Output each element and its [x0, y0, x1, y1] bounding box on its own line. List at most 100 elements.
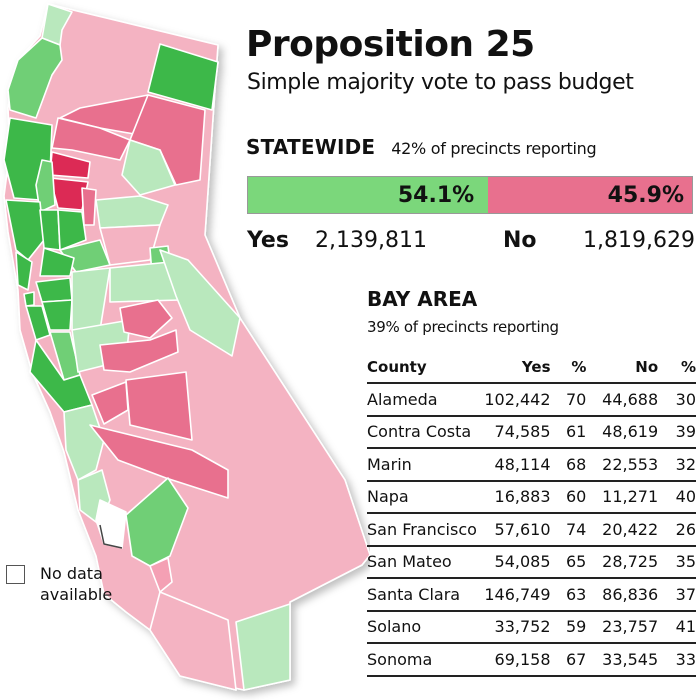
yes-pct-cell: 68 [550, 448, 587, 482]
yes-votes-cell: 33,752 [478, 610, 551, 644]
no-votes-cell: 23,757 [586, 610, 659, 644]
map-legend: No data available [6, 563, 130, 605]
statewide-result-bar: 54.1% 45.9% [247, 176, 693, 214]
yes-pct-cell: 63 [550, 578, 587, 612]
county-plumas [121, 139, 176, 196]
bay-area-reporting: 39% of precincts reporting [367, 318, 559, 336]
yes-pct-cell: 74 [550, 513, 587, 547]
no-label: No [503, 228, 537, 253]
county-sonoma [5, 199, 45, 261]
county-alameda [41, 299, 73, 331]
county-madera [99, 329, 179, 373]
col-yes: Yes [478, 352, 551, 384]
yes-votes-cell: 69,158 [478, 643, 551, 677]
yes-votes-cell: 74,585 [478, 415, 551, 449]
county-cell: Santa Clara [367, 578, 479, 612]
yes-votes-cell: 102,442 [478, 383, 551, 417]
yes-votes-cell: 57,610 [478, 513, 551, 547]
county-humboldt [7, 37, 63, 119]
table-row: Napa 16,883 60 11,271 40 [367, 480, 696, 514]
yes-votes-cell: 146,749 [478, 578, 551, 612]
col-no-pct: % [658, 352, 696, 384]
county-el-dorado [99, 224, 161, 266]
county-cell: Sonoma [367, 643, 479, 677]
yes-pct-cell: 60 [550, 480, 587, 514]
statewide-reporting: 42% of precincts reporting [391, 139, 597, 158]
no-pct-cell: 26 [658, 513, 696, 547]
no-pct-cell: 40 [658, 480, 696, 514]
yes-votes-cell: 54,085 [478, 545, 551, 579]
county-modoc [147, 43, 219, 111]
no-votes-cell: 22,553 [586, 448, 659, 482]
no-votes: 1,819,629 [583, 228, 695, 253]
statewide-totals: Yes 2,139,811 No 1,819,629 [247, 228, 695, 258]
no-votes-cell: 44,688 [586, 383, 659, 417]
no-pct-cell: 37 [658, 578, 696, 612]
table-row: San Mateo 54,085 65 28,725 35 [367, 545, 696, 579]
col-no: No [586, 352, 659, 384]
table-row: Contra Costa 74,585 61 48,619 39 [367, 415, 696, 449]
yes-pct-cell: 61 [550, 415, 587, 449]
county-cell: Alameda [367, 383, 479, 417]
page-title: Proposition 25 [246, 24, 535, 65]
county-cell: San Mateo [367, 545, 479, 579]
yes-pct-cell: 65 [550, 545, 587, 579]
county-solano [39, 247, 75, 277]
county-cell: Solano [367, 610, 479, 644]
table-row: Alameda 102,442 70 44,688 30 [367, 383, 696, 417]
col-county: County [367, 352, 479, 384]
county-cell: Marin [367, 448, 479, 482]
no-votes-cell: 33,545 [586, 643, 659, 677]
map-svg [3, 3, 370, 691]
no-pct-cell: 41 [658, 610, 696, 644]
table-row: Santa Clara 146,749 63 86,836 37 [367, 578, 696, 612]
county-yolo [57, 209, 87, 251]
yes-votes-cell: 48,114 [478, 448, 551, 482]
statewide-header: STATEWIDE 42% of precincts reporting [246, 135, 597, 159]
yes-pct-cell: 67 [550, 643, 587, 677]
yes-pct-cell: 59 [550, 610, 587, 644]
county-mariposa [119, 299, 173, 339]
county-colusa [49, 177, 89, 211]
county-mono [159, 249, 241, 357]
no-votes-cell: 28,725 [586, 545, 659, 579]
bay-area-table: County Yes % No % Alameda 102,442 70 44,688… [367, 352, 696, 677]
no-pct-cell: 30 [658, 383, 696, 417]
no-pct-cell: 39 [658, 415, 696, 449]
county-san-diego [149, 591, 237, 691]
no-votes-cell: 86,836 [586, 578, 659, 612]
county-shasta [59, 94, 149, 136]
yes-percent: 54.1% [397, 182, 475, 208]
yes-label: Yes [247, 228, 289, 253]
yes-votes-cell: 16,883 [478, 480, 551, 514]
statewide-label: STATEWIDE [246, 135, 376, 159]
county-tehama [51, 117, 131, 161]
no-votes-cell: 11,271 [586, 480, 659, 514]
county-imperial [235, 603, 291, 691]
page-subtitle: Simple majority vote to pass budget [247, 70, 634, 95]
no-data-label: No data available [40, 564, 113, 604]
county-orange [149, 557, 173, 593]
no-percent: 45.9% [607, 182, 684, 208]
yes-bar-segment: 54.1% [248, 177, 489, 213]
county-los-angeles [125, 477, 189, 567]
table-header-row: County Yes % No % [367, 352, 696, 384]
county-napa [39, 209, 61, 251]
california-county-map [3, 3, 370, 691]
county-marin [15, 251, 33, 291]
county-kern [89, 424, 229, 499]
table-row: Solano 33,752 59 23,757 41 [367, 610, 696, 644]
county-cell: Napa [367, 480, 479, 514]
county-cell: San Francisco [367, 513, 479, 547]
county-san-luis-obispo [63, 404, 105, 481]
county-cell: Contra Costa [367, 415, 479, 449]
no-data-swatch [6, 565, 25, 584]
bay-area-title: BAY AREA [367, 287, 478, 311]
no-votes-cell: 48,619 [586, 415, 659, 449]
no-pct-cell: 32 [658, 448, 696, 482]
county-san-mateo [25, 305, 51, 341]
yes-pct-cell: 70 [550, 383, 587, 417]
yes-votes: 2,139,811 [315, 228, 427, 253]
county-del-norte [41, 3, 73, 46]
table-row: Sonoma 69,158 67 33,545 33 [367, 643, 696, 677]
